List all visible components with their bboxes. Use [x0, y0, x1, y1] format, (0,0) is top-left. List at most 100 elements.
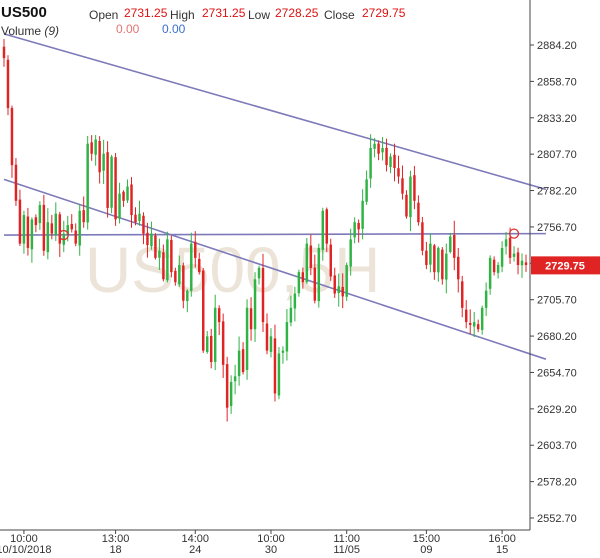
- candle-body: [305, 243, 309, 283]
- candle-body: [476, 324, 480, 330]
- y-tick-label: 2807.70: [537, 149, 577, 161]
- volume-value-2: 0.00: [162, 22, 186, 36]
- candle-body: [217, 308, 221, 323]
- candle-body: [46, 222, 50, 253]
- candle-body: [14, 164, 18, 201]
- candle-body: [508, 237, 512, 258]
- candle-body: [429, 243, 432, 265]
- candle-body: [357, 222, 360, 230]
- candle-body: [445, 253, 448, 280]
- x-tick-label-time: 11:00: [333, 533, 360, 545]
- candle-body: [150, 233, 153, 247]
- candle-body: [313, 267, 317, 301]
- y-tick-label: 2705.70: [537, 295, 577, 307]
- candle-body: [504, 239, 508, 247]
- candle-body: [253, 279, 257, 330]
- y-tick-label: 2552.70: [537, 513, 577, 525]
- candle-body: [38, 205, 42, 224]
- x-axis: 10:0010/10/201813:001814:002410:003011:0…: [0, 530, 516, 556]
- candle-body: [289, 307, 293, 323]
- candle-body: [401, 178, 404, 194]
- candle-body: [337, 286, 340, 294]
- candle-body: [449, 236, 452, 253]
- candle-body: [309, 245, 313, 268]
- candle-body: [285, 322, 289, 352]
- candle-body: [106, 152, 109, 208]
- candle-body: [221, 321, 225, 365]
- volume-period: (9): [44, 24, 60, 38]
- volume-text: Volume: [1, 24, 42, 38]
- y-tick-label: 2603.70: [537, 440, 577, 452]
- candle-body: [492, 259, 496, 273]
- candle-body: [194, 241, 197, 258]
- candle-body: [345, 265, 348, 297]
- y-tick-label: 2833.20: [537, 113, 577, 125]
- candle-body: [229, 382, 233, 407]
- x-tick-label-time: 10:00: [257, 533, 285, 545]
- candle-body: [22, 215, 26, 244]
- candle-body: [281, 350, 285, 353]
- candle-body: [94, 139, 97, 155]
- x-tick-label-date: 24: [189, 544, 201, 556]
- candle-body: [205, 336, 209, 352]
- x-tick-label-date: 30: [265, 544, 277, 556]
- candle-body: [500, 247, 504, 267]
- candle-body: [421, 222, 424, 251]
- candle-body: [409, 176, 412, 218]
- x-tick-label-date: 10/10/2018: [0, 544, 51, 556]
- candle-body: [385, 147, 388, 166]
- candle-body: [273, 338, 277, 394]
- markers: [58, 228, 520, 241]
- candle-body: [524, 262, 528, 266]
- candle-body: [293, 293, 297, 309]
- candle-body: [146, 232, 149, 246]
- candle-body: [34, 217, 38, 226]
- x-tick-label-date: 09: [420, 544, 432, 556]
- candle-body: [74, 230, 77, 244]
- candle-body: [325, 209, 328, 244]
- candle-body: [381, 148, 384, 153]
- candle-body: [130, 184, 133, 216]
- candle-body: [520, 260, 524, 266]
- low-value: 2728.25: [275, 6, 319, 20]
- candle-body: [413, 175, 416, 201]
- candle-body: [365, 179, 368, 202]
- open-value: 2731.25: [124, 6, 168, 20]
- candle-body: [245, 307, 249, 371]
- y-tick-label: 2629.20: [537, 404, 577, 416]
- y-tick-label: 2654.70: [537, 367, 577, 379]
- trendline: [3, 232, 546, 236]
- candle-body: [389, 156, 392, 167]
- candle-body: [6, 59, 10, 109]
- chart-watermark: US500,5H: [85, 234, 380, 306]
- candle-body: [261, 268, 265, 323]
- last-price-label: 2729.75: [545, 260, 585, 272]
- y-tick-label: 2756.70: [537, 222, 577, 234]
- candle-body: [437, 247, 440, 273]
- candle-body: [122, 191, 125, 201]
- candle-body: [198, 258, 201, 273]
- candle-body: [78, 210, 81, 246]
- candle-body: [241, 349, 245, 373]
- symbol-label: US500: [1, 4, 47, 21]
- candle-body: [480, 307, 484, 330]
- candle-body: [488, 257, 492, 289]
- candle-body: [341, 286, 344, 297]
- candle-body: [126, 186, 129, 201]
- candles: [2, 38, 528, 422]
- x-tick-label-date: 18: [109, 544, 121, 556]
- x-tick-label-time: 14:00: [182, 533, 210, 545]
- x-tick-label-time: 10:00: [10, 533, 38, 545]
- alert-marker: [508, 228, 520, 239]
- candle-body: [174, 270, 177, 283]
- candle-body: [249, 308, 253, 330]
- candle-body: [453, 235, 456, 258]
- candle-body: [10, 108, 14, 166]
- candle-body: [265, 323, 269, 351]
- y-tick-label: 2578.20: [537, 477, 577, 489]
- alert-marker: [58, 229, 69, 241]
- high-value: 2731.25: [202, 6, 246, 20]
- x-tick-label-time: 15:00: [413, 533, 441, 545]
- candle-body: [405, 194, 408, 217]
